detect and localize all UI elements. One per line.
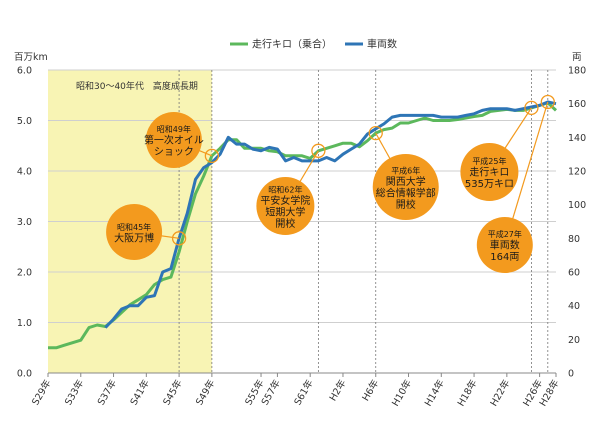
annotation-target-ring	[540, 94, 555, 110]
series-line-vehicles	[104, 100, 557, 329]
left-tick-label: 3.0	[17, 217, 32, 228]
legend-label: 走行キロ（乗合）	[252, 38, 332, 51]
annotation-text: 平成25年	[472, 156, 506, 166]
annotation-text: 平成27年	[488, 229, 522, 239]
right-tick-label: 100	[568, 200, 586, 211]
legend-label: 車両数	[367, 38, 397, 51]
x-tick-label: H22年	[488, 377, 513, 408]
annotation-text: 昭和49年	[157, 124, 191, 134]
left-tick-label: 1.0	[17, 318, 32, 329]
annotation-target-ring	[524, 100, 539, 116]
left-tick-label: 5.0	[17, 116, 32, 127]
right-tick-label: 80	[568, 234, 580, 245]
right-tick-label: 120	[568, 167, 586, 178]
right-tick-label: 180	[568, 66, 586, 77]
x-tick-label: H14年	[422, 377, 447, 408]
right-tick-label: 160	[568, 99, 586, 110]
x-tick-label: S45年	[160, 377, 184, 407]
x-tick-label: S41年	[128, 377, 152, 407]
right-tick-label: 140	[568, 133, 586, 144]
right-tick-label: 20	[568, 335, 580, 346]
annotation-text: ショック	[154, 146, 194, 158]
x-tick-label: H10年	[389, 377, 414, 408]
annotation-text: 短期大学	[265, 205, 305, 218]
annotation-text: 大阪万博	[114, 231, 154, 244]
x-tick-label: H2年	[327, 377, 349, 403]
x-tick-label: S33年	[62, 377, 86, 407]
annotation-text: 走行キロ	[469, 166, 509, 179]
x-tick-label: S49年	[193, 377, 217, 407]
annotation-text: 昭和45年	[117, 222, 151, 232]
annotation-text: 平安女学院	[260, 194, 310, 207]
annotation-bubble	[460, 143, 519, 201]
left-tick-label: 6.0	[17, 66, 32, 77]
annotation-text: 平成6年	[391, 165, 420, 175]
right-tick-label: 40	[568, 301, 580, 312]
annotation-target-ring	[204, 148, 220, 164]
annotation-text: 昭和62年	[268, 184, 302, 194]
right-tick-label: 60	[568, 268, 580, 279]
right-axis-unit: 両	[572, 52, 582, 63]
left-tick-label: 4.0	[17, 167, 32, 178]
annotation-target-ring	[171, 231, 187, 246]
annotation-target-ring	[311, 143, 326, 158]
annotation-text: 車両数	[490, 239, 520, 252]
annotation-text: 開校	[275, 217, 295, 230]
annotation-bubble	[145, 112, 202, 168]
series-line-distance	[48, 101, 558, 350]
annotation-bubble	[372, 154, 439, 220]
annotation-text: 関西大学	[386, 175, 426, 188]
x-tick-label: H6年	[360, 377, 382, 403]
annotation-text: 164両	[490, 252, 519, 263]
annotation-target-ring	[368, 125, 383, 141]
left-tick-label: 2.0	[17, 268, 32, 279]
annotation-text: 開校	[396, 198, 416, 211]
left-tick-label: 0.0	[17, 369, 32, 380]
right-tick-label: 0	[568, 369, 574, 380]
x-tick-label: S37年	[95, 377, 119, 407]
x-tick-label: H18年	[455, 377, 480, 408]
highlight-band-label: 昭和30～40年代 高度成長期	[76, 80, 198, 92]
annotation-text: 総合情報学部	[376, 186, 436, 199]
annotation-bubble	[476, 217, 533, 273]
annotation-bubble	[256, 177, 315, 235]
left-axis-unit: 百万km	[14, 52, 48, 63]
x-tick-label: S29年	[29, 377, 53, 407]
x-tick-label: S61年	[292, 377, 316, 407]
annotation-text: 第一次オイル	[144, 134, 204, 147]
annotation-bubble	[106, 204, 163, 260]
annotation-text: 535万キロ	[465, 179, 514, 190]
